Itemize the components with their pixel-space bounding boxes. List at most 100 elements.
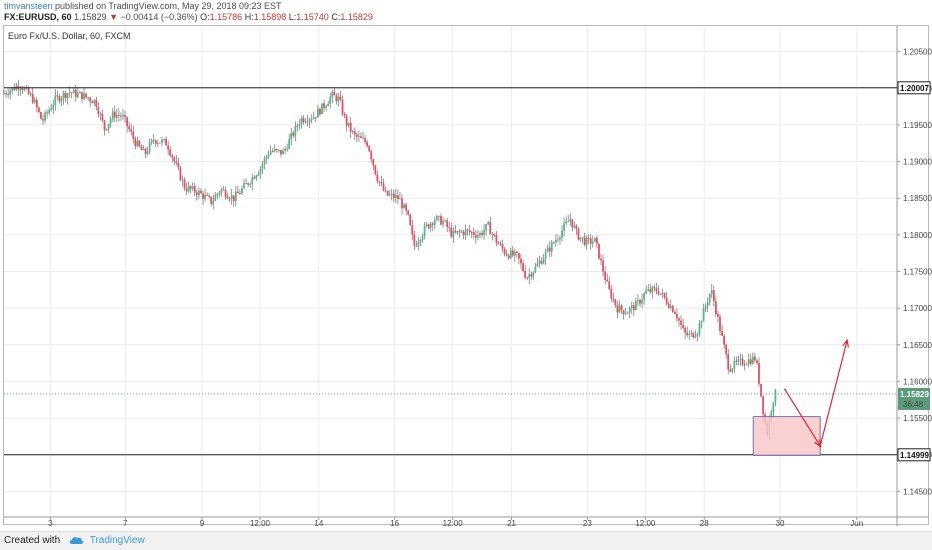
candle-body-up — [3, 93, 5, 95]
candle-body-up — [399, 198, 401, 200]
candle — [702, 303, 705, 322]
price-tick-label: 1.16000 — [903, 377, 932, 386]
candle-body-down — [183, 179, 186, 189]
candle-body-down — [610, 289, 613, 299]
candle — [99, 111, 102, 121]
candle-body-up — [52, 104, 55, 109]
candle — [684, 326, 687, 340]
candle-body-up — [300, 118, 303, 125]
candle — [44, 110, 46, 124]
candle — [144, 147, 147, 159]
candle — [532, 271, 535, 280]
candle — [628, 306, 631, 318]
candle-body-down — [692, 333, 695, 338]
author-link[interactable]: timvansteen — [4, 1, 53, 11]
candle-body-down — [296, 125, 299, 127]
candle — [179, 166, 182, 181]
candle-body-up — [509, 250, 512, 259]
candle-body-down — [345, 115, 348, 126]
candle-body-down — [35, 99, 38, 108]
candle — [288, 134, 291, 150]
candle-body-up — [316, 108, 319, 118]
candle-body-down — [232, 195, 235, 202]
candle — [409, 213, 412, 226]
candle-body-up — [774, 389, 777, 403]
candle-body-up — [659, 293, 662, 295]
candle — [284, 145, 286, 155]
candle — [312, 111, 315, 120]
candle — [339, 90, 342, 102]
candle — [345, 113, 348, 132]
candle-body-up — [593, 237, 596, 242]
candle — [286, 143, 289, 152]
candle — [749, 353, 752, 366]
candle — [577, 227, 580, 241]
candle — [333, 87, 336, 96]
candle-body-up — [643, 293, 645, 300]
candle-body-down — [40, 112, 42, 119]
candle-body-up — [565, 221, 568, 224]
candle — [376, 170, 379, 184]
candle-body-down — [144, 148, 147, 154]
candle-body-up — [216, 194, 219, 196]
candle-body-down — [604, 271, 607, 280]
candle-body-down — [245, 183, 247, 184]
candle — [325, 104, 328, 111]
candle-body-down — [526, 277, 529, 279]
candle — [583, 233, 586, 247]
candle-body-down — [126, 117, 128, 127]
candle — [257, 171, 260, 177]
candle-body-down — [663, 293, 666, 298]
candle — [206, 192, 209, 197]
candle-body-up — [284, 148, 286, 151]
candle — [470, 231, 473, 238]
candle-body-down — [489, 222, 492, 235]
candle — [347, 122, 350, 128]
candle — [271, 148, 274, 153]
candle-body-up — [11, 87, 14, 91]
tradingview-brand[interactable]: TradingView — [89, 535, 145, 546]
candle-body-down — [415, 245, 418, 247]
candle — [95, 96, 98, 110]
candle — [142, 145, 145, 151]
candle — [700, 320, 703, 329]
candle — [308, 117, 311, 129]
candle-body-up — [288, 139, 291, 150]
candle — [649, 283, 652, 295]
candle — [550, 239, 553, 257]
candle-body-up — [115, 114, 118, 118]
candle — [386, 190, 389, 197]
price-chart[interactable]: 1.205001.200001.195001.190001.185001.180… — [0, 0, 932, 531]
candle — [360, 132, 362, 139]
candle — [712, 285, 715, 307]
candle-body-down — [113, 111, 116, 118]
candle — [126, 116, 128, 133]
candle — [729, 365, 732, 373]
candle-body-up — [198, 190, 200, 196]
candle-body-down — [189, 186, 192, 189]
candle — [530, 271, 533, 281]
candle — [563, 217, 565, 237]
candle-body-up — [532, 272, 535, 277]
candle-body-down — [253, 177, 256, 179]
candle-body-up — [479, 232, 481, 236]
chart-title: Euro Fx/U.S. Dollar, 60, FXCM — [8, 31, 131, 41]
candle — [191, 182, 194, 191]
candle-body-up — [251, 177, 254, 184]
candle — [579, 237, 582, 242]
publish-line: timvansteen published on TradingView.com… — [4, 1, 928, 12]
candle-body-down — [684, 327, 687, 333]
candle-body-up — [708, 293, 711, 303]
candle — [667, 301, 670, 309]
candle-body-down — [602, 260, 604, 272]
candle — [228, 196, 231, 202]
candle-body-up — [273, 148, 276, 152]
candle — [183, 177, 186, 191]
candle — [425, 221, 428, 228]
candle-body-up — [637, 300, 639, 302]
candle — [189, 185, 192, 194]
candle — [79, 90, 81, 94]
candle — [154, 139, 157, 148]
candle — [682, 318, 684, 330]
candle-body-down — [384, 190, 387, 192]
